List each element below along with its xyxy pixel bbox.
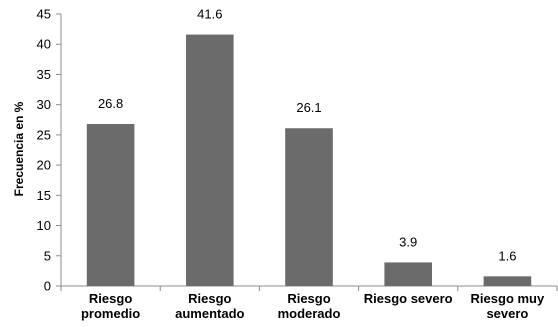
- data-labels: 26.8 41.6 26.1 3.9 1.6: [98, 7, 516, 264]
- data-label: 1.6: [498, 248, 516, 263]
- bar: [285, 128, 333, 286]
- x-tick-label: Riesgo muy severo: [471, 291, 545, 321]
- y-tick-label: 25: [37, 127, 51, 142]
- category-labels: Riesgo promedio Riesgo aumentado Riesgo moder…: [81, 291, 545, 321]
- y-tick-label: 10: [37, 218, 51, 233]
- y-axis: 0 5 10 15 20 25 30 35 40 45: [37, 7, 62, 294]
- x-tick-label: Riesgo promedio: [81, 291, 140, 321]
- x-tick-label: Riesgo moderado: [278, 291, 341, 321]
- y-tick-label: 15: [37, 188, 51, 203]
- bars: [86, 34, 532, 287]
- y-tick-label: 0: [44, 279, 51, 294]
- data-label: 26.1: [296, 100, 321, 115]
- x-tick-label: Riesgo severo: [364, 291, 453, 306]
- data-label: 3.9: [399, 234, 417, 249]
- y-tick-label: 35: [37, 67, 51, 82]
- y-axis-title: Frecuencia en %: [12, 101, 26, 196]
- data-label: 26.8: [98, 96, 123, 111]
- y-tick-label: 40: [37, 37, 51, 52]
- bar: [483, 276, 532, 286]
- y-tick-label: 30: [37, 97, 51, 112]
- y-tick-label: 20: [37, 158, 51, 173]
- y-tick-label: 5: [44, 248, 51, 263]
- bar: [384, 262, 433, 286]
- bar: [185, 34, 234, 286]
- data-label: 41.6: [197, 7, 222, 22]
- bar: [86, 124, 135, 287]
- y-tick-label: 45: [37, 7, 51, 22]
- x-tick-label: Riesgo aumentado: [175, 291, 244, 321]
